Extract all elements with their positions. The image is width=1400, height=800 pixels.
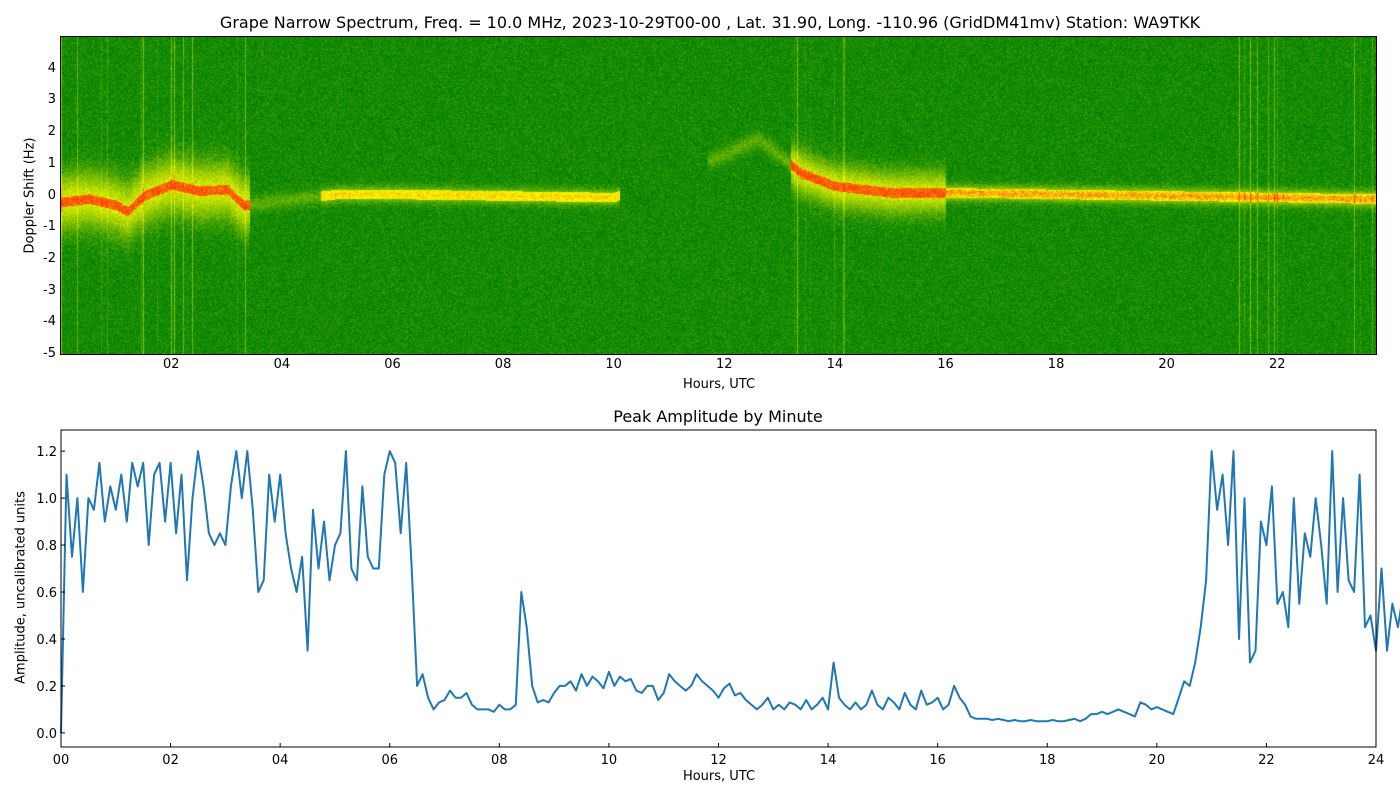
amplitude-xtick-label: 14 — [820, 753, 837, 768]
amplitude-xtick-label: 24 — [1368, 753, 1385, 768]
spectrogram-heatmap — [61, 37, 1376, 354]
amplitude-xtick-label: 06 — [381, 753, 398, 768]
amplitude-xlabel: Hours, UTC — [682, 769, 756, 784]
amplitude-xtick-label: 04 — [272, 753, 289, 768]
spectrum-xtick-label: 04 — [273, 357, 291, 372]
spectrum-xtick-label: 02 — [163, 357, 180, 372]
amplitude-xtick-label: 10 — [601, 753, 618, 768]
amplitude-ytick-label: 0.8 — [36, 539, 57, 554]
spectrum-ytick-label: -5 — [43, 346, 56, 361]
spectrum-ytick-label: -4 — [43, 314, 56, 330]
spectrum-ytick-label: 1 — [47, 155, 56, 171]
spectrum-ytick-label: 0 — [47, 187, 56, 203]
amplitude-xtick-label: 12 — [710, 753, 727, 768]
amplitude-xtick-label: 16 — [929, 753, 946, 768]
spectrum-xtick-label: 22 — [1269, 357, 1286, 372]
amplitude-xtick-label: 08 — [491, 753, 508, 768]
spectrum-ytick-label: -3 — [43, 282, 56, 298]
spectrum-title: Grape Narrow Spectrum, Freq. = 10.0 MHz,… — [219, 13, 1201, 32]
spectrum-xtick-label: 20 — [1158, 357, 1175, 372]
spectrum-ytick-label: -1 — [43, 219, 56, 235]
amplitude-ylabel: Amplitude, uncalibrated units — [13, 491, 29, 684]
amplitude-series-line — [60, 450, 1400, 733]
amplitude-ytick-label: 0.6 — [36, 586, 57, 601]
amplitude-xtick-label: 18 — [1039, 753, 1056, 768]
spectrum-xtick-label: 14 — [826, 357, 844, 372]
amplitude-ytick-label: 0.4 — [36, 633, 57, 648]
spectrum-xlabel: Hours, UTC — [682, 377, 756, 392]
spectrum-ytick-label: 2 — [47, 124, 56, 140]
amplitude-ytick-label: 1.0 — [36, 492, 57, 507]
amplitude-title: Peak Amplitude by Minute — [613, 407, 823, 426]
spectrum-xtick-label: 08 — [494, 357, 512, 372]
spectrum-xtick-label: 16 — [937, 357, 954, 372]
spectrum-ytick-label: 3 — [47, 92, 56, 108]
amplitude-xtick-label: 00 — [53, 753, 70, 768]
spectrum-ytick-label: -2 — [43, 250, 56, 266]
amplitude-ytick-label: 1.2 — [36, 445, 57, 460]
amplitude-xtick-label: 02 — [162, 753, 179, 768]
spectrum-xtick-label: 06 — [384, 357, 401, 372]
spectrum-xtick-label: 10 — [605, 357, 622, 372]
amplitude-xtick-label: 20 — [1149, 753, 1166, 768]
amplitude-ytick-label: 0.0 — [36, 727, 57, 742]
spectrum-xtick-label: 18 — [1047, 357, 1065, 372]
amplitude-ytick-label: 0.2 — [36, 680, 57, 695]
spectrum-ytick-label: 4 — [47, 60, 56, 76]
spectrum-xtick-label: 12 — [716, 357, 733, 372]
amplitude-xtick-label: 22 — [1258, 753, 1275, 768]
